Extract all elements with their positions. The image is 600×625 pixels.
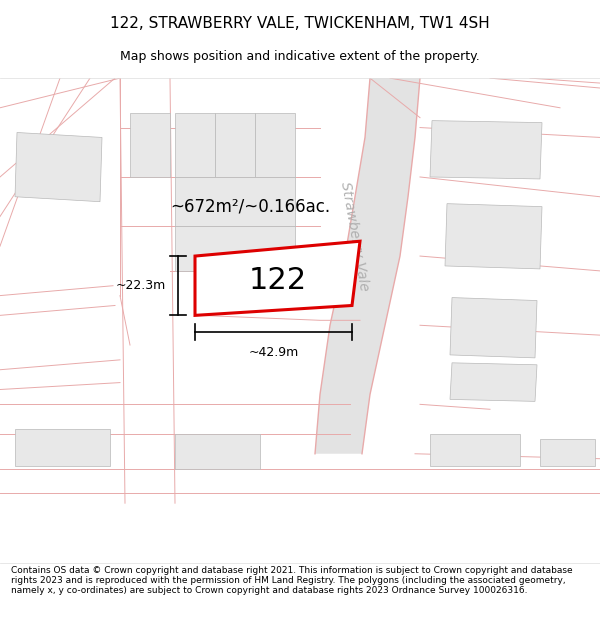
Polygon shape bbox=[430, 434, 520, 466]
Text: ~42.9m: ~42.9m bbox=[248, 346, 299, 359]
Text: 122: 122 bbox=[249, 266, 307, 295]
Text: ~22.3m: ~22.3m bbox=[116, 279, 166, 292]
Text: Contains OS data © Crown copyright and database right 2021. This information is : Contains OS data © Crown copyright and d… bbox=[11, 566, 572, 596]
Polygon shape bbox=[430, 121, 542, 179]
Text: Strawberry Vale: Strawberry Vale bbox=[338, 181, 371, 292]
Polygon shape bbox=[175, 226, 295, 271]
Polygon shape bbox=[540, 439, 595, 466]
Polygon shape bbox=[215, 112, 255, 177]
Polygon shape bbox=[175, 112, 215, 177]
Polygon shape bbox=[175, 434, 260, 469]
Polygon shape bbox=[175, 177, 295, 226]
Polygon shape bbox=[450, 363, 537, 401]
Text: ~672m²/~0.166ac.: ~672m²/~0.166ac. bbox=[170, 198, 330, 216]
Polygon shape bbox=[195, 241, 360, 316]
Polygon shape bbox=[450, 298, 537, 358]
Polygon shape bbox=[315, 78, 420, 454]
Text: 122, STRAWBERRY VALE, TWICKENHAM, TW1 4SH: 122, STRAWBERRY VALE, TWICKENHAM, TW1 4S… bbox=[110, 16, 490, 31]
Polygon shape bbox=[15, 429, 110, 466]
Polygon shape bbox=[130, 112, 170, 177]
Text: Map shows position and indicative extent of the property.: Map shows position and indicative extent… bbox=[120, 50, 480, 62]
Polygon shape bbox=[255, 112, 295, 177]
Polygon shape bbox=[445, 204, 542, 269]
Polygon shape bbox=[15, 132, 102, 202]
